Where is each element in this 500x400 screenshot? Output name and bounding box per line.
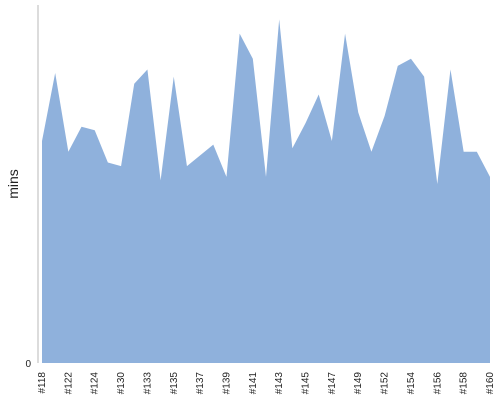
x-tick-label: #118 [37,372,48,394]
x-tick-label: #147 [327,372,338,395]
x-tick-label: #160 [485,372,496,395]
y-tick-label-0: 0 [25,359,31,370]
x-tick-label: #137 [195,372,206,395]
x-tick-label: #156 [432,372,443,395]
x-tick-label: #135 [169,372,180,395]
x-tick-label: #149 [353,372,364,395]
x-tick-label: #154 [406,372,417,395]
x-axis-tick-labels: #118 #122 #124 #130 #133 #135 #137 #139 #141 #143… [37,372,496,395]
x-tick-label: #143 [274,372,285,395]
x-tick-label: #130 [116,372,127,395]
series-layer [42,19,490,363]
x-tick-label: #158 [459,372,470,395]
x-tick-label: #133 [142,372,153,395]
x-tick-label: #139 [221,372,232,395]
x-tick-label: #141 [248,372,259,395]
y-axis-label: mins [5,169,21,199]
x-tick-label: #122 [63,372,74,395]
x-tick-label: #124 [90,372,101,395]
series-area [42,19,490,363]
x-tick-label: #145 [301,372,312,395]
x-tick-label: #152 [380,372,391,395]
